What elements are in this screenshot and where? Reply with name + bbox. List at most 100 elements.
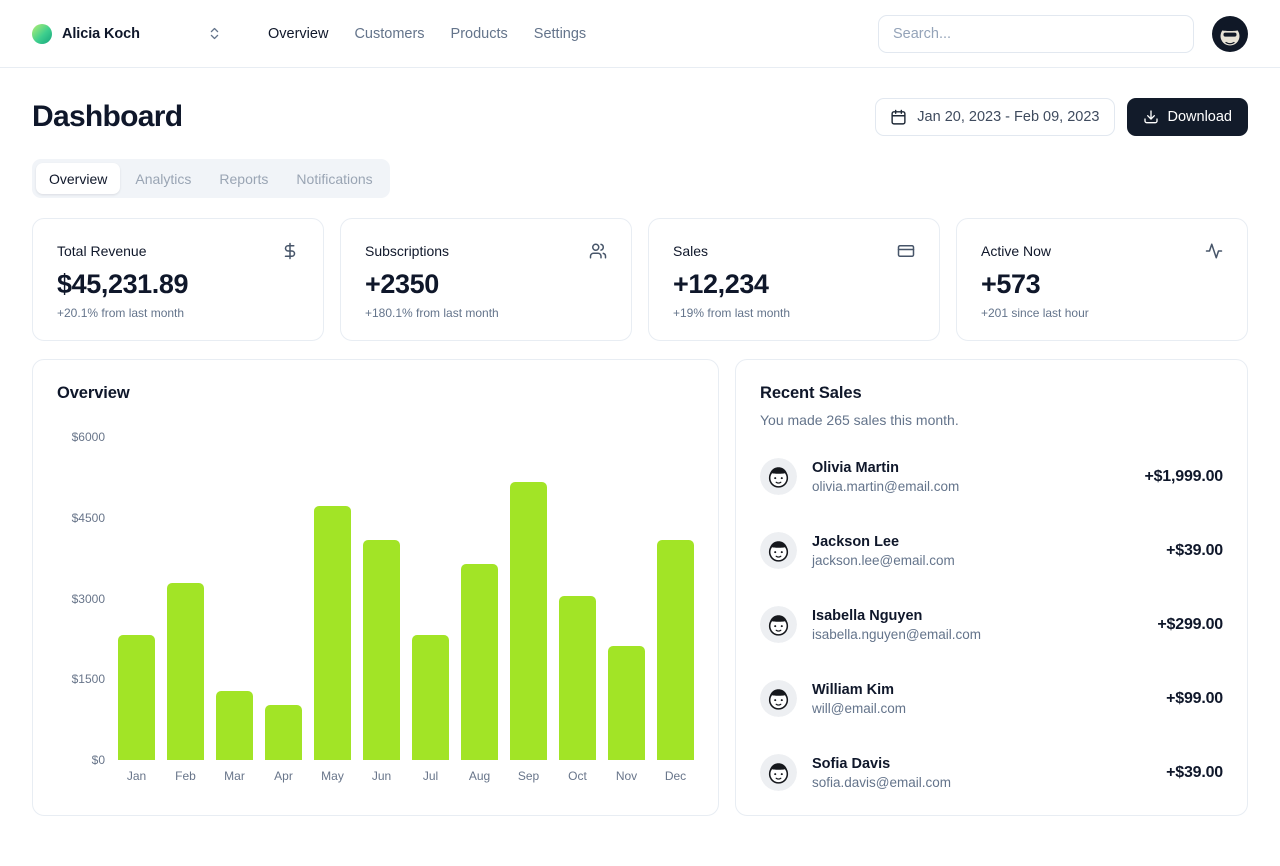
dashboard-page: Dashboard Jan 20, 2023 - Feb 09, 2023 Do… bbox=[0, 68, 1280, 816]
x-axis-tick-label: Oct bbox=[568, 769, 587, 783]
stat-card-header: Active Now bbox=[981, 242, 1223, 260]
stat-value: +573 bbox=[981, 269, 1041, 299]
tab-notifications[interactable]: Notifications bbox=[283, 163, 385, 194]
chart-bar-slot: Mar bbox=[216, 437, 253, 783]
date-range-label: Jan 20, 2023 - Feb 09, 2023 bbox=[917, 109, 1100, 125]
recent-sale-row: William Kim will@email.com +$99.00 bbox=[760, 680, 1223, 717]
chart-bar-area bbox=[216, 437, 253, 760]
stat-value: $45,231.89 bbox=[57, 269, 189, 299]
nav-link-settings[interactable]: Settings bbox=[533, 25, 587, 42]
chart-bar-apr bbox=[265, 704, 302, 760]
chart-bar-area bbox=[608, 437, 645, 760]
y-axis-tick-label: $6000 bbox=[71, 430, 105, 444]
date-range-picker[interactable]: Jan 20, 2023 - Feb 09, 2023 bbox=[875, 98, 1115, 136]
chart-bar-slot: May bbox=[314, 437, 351, 783]
team-switcher[interactable]: Alicia Koch bbox=[32, 23, 222, 44]
customer-avatar bbox=[760, 606, 797, 643]
nav-link-products[interactable]: Products bbox=[450, 25, 508, 42]
stat-change: +20.1% from last month bbox=[57, 306, 185, 320]
x-axis-tick-label: Aug bbox=[468, 769, 491, 783]
customer-email: olivia.martin@email.com bbox=[812, 478, 960, 494]
chart-bar-area bbox=[657, 437, 694, 760]
chart-bar-dec bbox=[657, 539, 694, 760]
customer-name: William Kim bbox=[812, 681, 895, 698]
stat-change: +201 since last hour bbox=[981, 306, 1089, 320]
credit-card-icon bbox=[897, 242, 915, 260]
chart-bar-slot: Apr bbox=[265, 437, 302, 783]
sale-amount: +$1,999.00 bbox=[1144, 467, 1223, 485]
stat-card-sales: Sales +12,234 +19% from last month bbox=[648, 218, 940, 341]
customer-email: isabella.nguyen@email.com bbox=[812, 626, 982, 642]
customer-info: William Kim will@email.com bbox=[812, 682, 906, 716]
chart-bar-area bbox=[265, 437, 302, 760]
x-axis-tick-label: Feb bbox=[175, 769, 196, 783]
x-axis-tick-label: Jul bbox=[422, 769, 439, 783]
chart-bar-slot: Feb bbox=[167, 437, 204, 783]
customer-info: Sofia Davis sofia.davis@email.com bbox=[812, 756, 951, 790]
customer-avatar bbox=[760, 532, 797, 569]
stat-card-header: Subscriptions bbox=[365, 242, 607, 260]
x-axis-tick-label: Nov bbox=[615, 769, 638, 783]
stats-grid: Total Revenue $45,231.89 +20.1% from las… bbox=[32, 218, 1248, 341]
stat-title: Total Revenue bbox=[57, 243, 147, 259]
users-icon bbox=[589, 242, 607, 260]
user-avatar-illustration bbox=[1212, 15, 1248, 52]
customer-name: Olivia Martin bbox=[812, 459, 900, 476]
x-axis-tick-label: Jan bbox=[126, 769, 147, 783]
chart-bar-slot: Sep bbox=[510, 437, 547, 783]
recent-sale-row: Isabella Nguyen isabella.nguyen@email.com… bbox=[760, 606, 1223, 643]
chart-bar-slot: Jan bbox=[118, 437, 155, 783]
chart-bar-area bbox=[118, 437, 155, 760]
y-axis-tick-label: $0 bbox=[91, 753, 105, 767]
recent-sales-list: Olivia Martin olivia.martin@email.com +$1,… bbox=[760, 458, 1223, 791]
nav-link-customers[interactable]: Customers bbox=[354, 25, 425, 42]
download-label: Download bbox=[1167, 109, 1233, 125]
chart-plot-area: Jan Feb Mar Apr May Jun Jul Aug Sep Oct Nov Dec bbox=[118, 437, 694, 783]
chart-bar-feb bbox=[167, 582, 204, 760]
title-actions: Jan 20, 2023 - Feb 09, 2023 Download bbox=[875, 98, 1248, 136]
chart-y-axis: $6000 $4500 $3000 $1500 $0 bbox=[57, 430, 105, 767]
chart-bar-jun bbox=[363, 539, 400, 760]
stat-value: +2350 bbox=[365, 269, 439, 299]
header-right bbox=[878, 14, 1248, 53]
chart-bar-slot: Nov bbox=[608, 437, 645, 783]
user-menu-button[interactable] bbox=[1212, 15, 1248, 52]
nav-link-overview[interactable]: Overview bbox=[268, 25, 329, 42]
stat-card-active-now: Active Now +573 +201 since last hour bbox=[956, 218, 1248, 341]
x-axis-tick-label: May bbox=[321, 769, 344, 783]
sale-amount: +$299.00 bbox=[1157, 615, 1223, 633]
customer-email: jackson.lee@email.com bbox=[812, 552, 955, 568]
sale-amount: +$39.00 bbox=[1166, 541, 1223, 559]
tab-reports[interactable]: Reports bbox=[206, 163, 281, 194]
recent-sale-row: Olivia Martin olivia.martin@email.com +$1,… bbox=[760, 458, 1223, 495]
customer-avatar bbox=[760, 680, 797, 717]
stat-change: +19% from last month bbox=[673, 306, 791, 320]
customer-avatar bbox=[760, 458, 797, 495]
tab-analytics[interactable]: Analytics bbox=[122, 163, 204, 194]
download-button[interactable]: Download bbox=[1126, 98, 1248, 136]
x-axis-tick-label: Jun bbox=[371, 769, 392, 783]
x-axis-tick-label: Dec bbox=[664, 769, 687, 783]
chart-bar-mar bbox=[216, 690, 253, 760]
chart-bar-jan bbox=[118, 635, 155, 760]
tab-overview[interactable]: Overview bbox=[36, 163, 121, 194]
chart-bar-slot: Oct bbox=[559, 437, 596, 783]
chart-bar-slot: Jun bbox=[363, 437, 400, 783]
chart-bar-jul bbox=[412, 634, 449, 760]
stat-title: Active Now bbox=[981, 243, 1052, 259]
recent-sales-subtitle: You made 265 sales this month. bbox=[760, 412, 959, 428]
chart-bar-area bbox=[167, 437, 204, 760]
stat-title: Subscriptions bbox=[365, 243, 450, 259]
stat-value: +12,234 bbox=[673, 269, 769, 299]
overview-bar-chart: $6000 $4500 $3000 $1500 $0 Jan Feb Mar Apr May Ju… bbox=[57, 430, 694, 783]
customer-email: will@email.com bbox=[812, 700, 906, 716]
customer-name: Isabella Nguyen bbox=[812, 607, 923, 624]
customer-email: sofia.davis@email.com bbox=[812, 774, 952, 790]
download-icon bbox=[1143, 109, 1159, 125]
chart-bar-aug bbox=[461, 564, 498, 760]
sale-amount: +$99.00 bbox=[1166, 689, 1223, 707]
stat-change: +180.1% from last month bbox=[365, 306, 499, 320]
search-input[interactable] bbox=[878, 14, 1194, 53]
recent-sales-title: Recent Sales bbox=[760, 384, 862, 402]
chevrons-up-down-icon bbox=[207, 26, 222, 41]
